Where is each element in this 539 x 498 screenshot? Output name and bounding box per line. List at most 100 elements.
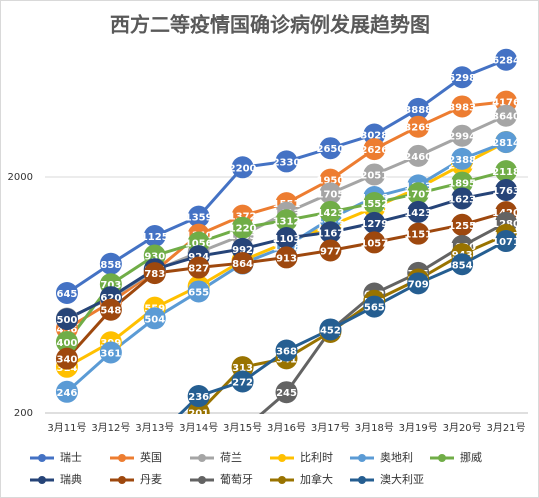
x-tick-label: 3月21号 [486, 422, 525, 434]
data-label: 2814 [492, 138, 520, 149]
data-label: 3028 [360, 131, 388, 142]
data-point [495, 131, 518, 154]
data-label: 313 [232, 363, 253, 374]
data-point [319, 182, 342, 205]
data-point [407, 200, 430, 223]
data-point [55, 308, 78, 331]
data-point [363, 138, 386, 161]
data-point [451, 124, 474, 147]
data-label: 1423 [316, 208, 344, 219]
data-point [407, 182, 430, 205]
legend-marker [198, 476, 206, 484]
data-point [187, 205, 210, 228]
data-label: 548 [100, 306, 121, 317]
x-tick-label: 3月18号 [355, 422, 394, 434]
data-label: 400 [57, 338, 78, 349]
data-point [99, 341, 122, 364]
data-point [363, 231, 386, 254]
data-point [231, 370, 254, 393]
data-point [363, 192, 386, 215]
data-label: 709 [408, 279, 429, 290]
data-label: 1125 [141, 232, 169, 243]
data-label: 783 [144, 269, 165, 280]
legend-marker [278, 476, 286, 484]
legend-label: 荷兰 [220, 451, 242, 464]
legend-label: 英国 [140, 450, 162, 464]
data-label: 3983 [448, 102, 476, 113]
x-tick-label: 3月19号 [399, 422, 438, 434]
legend-label: 加拿大 [300, 472, 333, 486]
data-label: 5298 [448, 73, 476, 84]
data-label: 2330 [273, 157, 301, 168]
legend-label: 瑞士 [60, 450, 82, 464]
data-point [451, 147, 474, 170]
data-point [495, 160, 518, 183]
legend-label: 奥地利 [380, 450, 413, 464]
data-label: 340 [57, 355, 78, 366]
data-point [187, 385, 210, 408]
data-label: 1255 [448, 221, 476, 232]
data-label: 1071 [492, 237, 520, 248]
data-point [55, 347, 78, 370]
data-point [231, 252, 254, 275]
data-label: 504 [144, 314, 165, 325]
data-label: 3888 [404, 105, 432, 116]
data-label: 2200 [229, 163, 257, 174]
data-label: 1423 [404, 208, 432, 219]
x-tick-label: 3月11号 [47, 422, 86, 434]
data-label: 272 [232, 377, 253, 388]
data-label: 827 [188, 264, 209, 275]
legend-label: 比利时 [300, 451, 333, 464]
data-label: 1895 [448, 179, 476, 190]
legend-marker [38, 476, 46, 484]
legend-label: 澳大利亚 [380, 472, 424, 486]
data-label: 1056 [185, 238, 213, 249]
legend-marker [278, 454, 286, 462]
x-tick-label: 3月17号 [311, 422, 350, 434]
data-point [319, 221, 342, 244]
data-label: 565 [364, 303, 385, 314]
data-point [143, 307, 166, 330]
data-point [187, 256, 210, 279]
data-point [407, 222, 430, 245]
data-point [407, 272, 430, 295]
data-label: 245 [276, 388, 297, 399]
data-point [319, 318, 342, 341]
data-point [495, 230, 518, 253]
data-label: 1312 [273, 216, 301, 227]
data-label: 500 [57, 315, 78, 326]
data-label: 1705 [316, 189, 344, 200]
data-label: 930 [144, 252, 165, 263]
legend-marker [118, 476, 126, 484]
data-label: 368 [276, 347, 297, 358]
data-label: 1950 [316, 176, 344, 187]
data-point [451, 66, 474, 89]
data-label: 1103 [273, 234, 301, 245]
data-label: 1552 [360, 199, 388, 210]
data-label: 2051 [360, 170, 388, 181]
data-point [451, 171, 474, 194]
data-point [275, 381, 298, 404]
data-point [99, 298, 122, 321]
data-label: 3640 [492, 112, 520, 123]
data-label: 1623 [448, 194, 476, 205]
x-tick-label: 3月14号 [179, 422, 218, 434]
data-label: 361 [100, 348, 121, 359]
legend-marker [198, 454, 206, 462]
data-label: 645 [57, 289, 78, 300]
data-point [275, 246, 298, 269]
data-label: 2994 [448, 132, 476, 143]
data-label: 4176 [492, 98, 520, 109]
data-label: 620 [100, 293, 121, 304]
data-label: 655 [188, 287, 209, 298]
data-label: 2650 [316, 144, 344, 155]
data-label: 854 [452, 260, 473, 271]
x-tick-label: 3月15号 [223, 422, 262, 434]
data-point [319, 239, 342, 262]
data-point [407, 144, 430, 167]
data-point [275, 227, 298, 250]
data-point [495, 178, 518, 201]
data-label: 977 [320, 246, 341, 257]
data-point [231, 216, 254, 239]
